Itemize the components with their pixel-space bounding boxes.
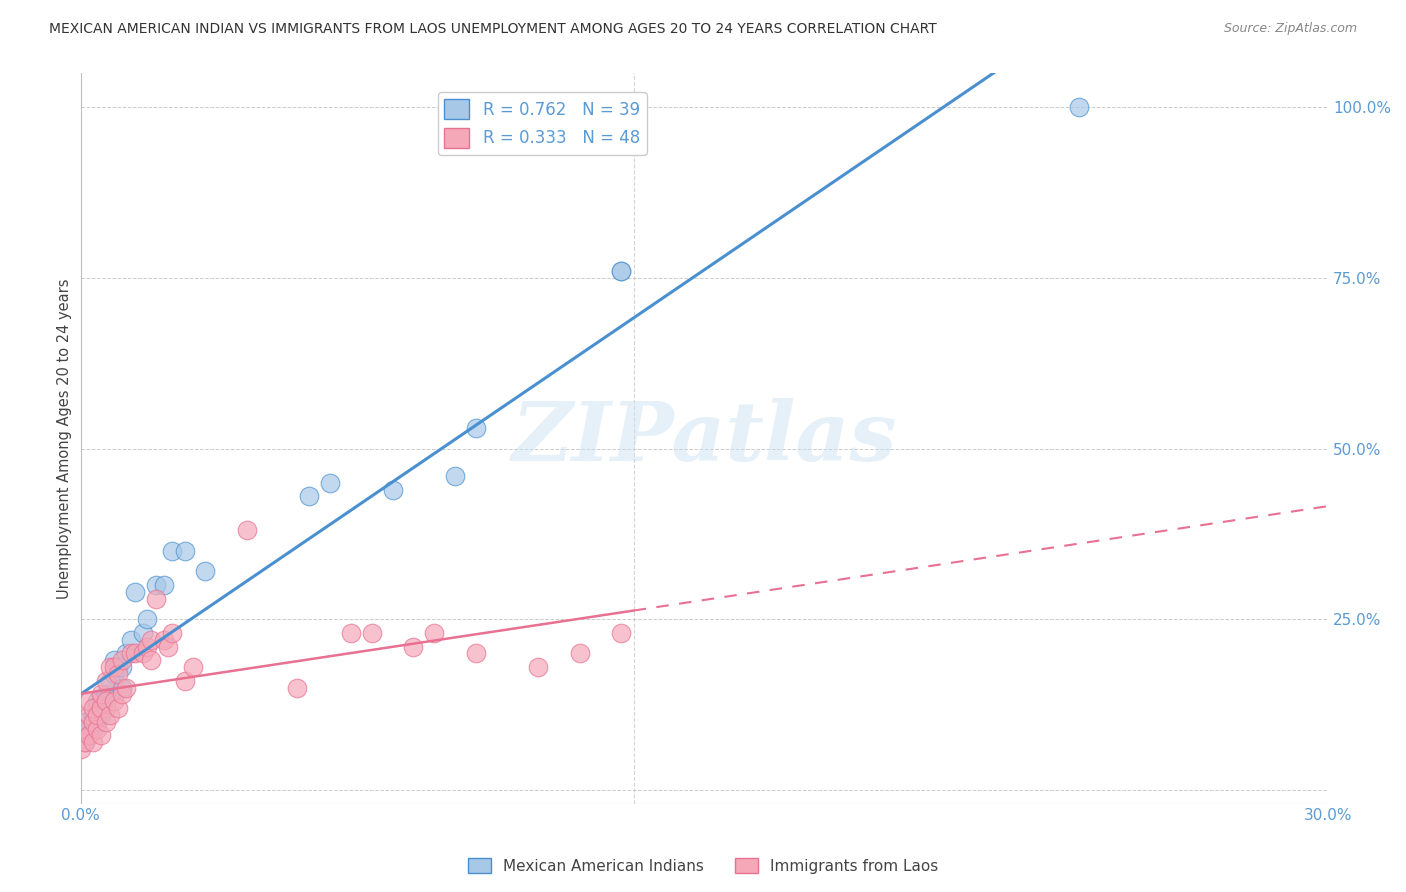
Point <box>340 626 363 640</box>
Point <box>115 681 138 695</box>
Point <box>86 707 108 722</box>
Point <box>77 707 100 722</box>
Point <box>86 694 108 708</box>
Point <box>464 421 486 435</box>
Point <box>94 673 117 688</box>
Point <box>98 673 121 688</box>
Point <box>132 647 155 661</box>
Point <box>319 475 342 490</box>
Point <box>120 632 142 647</box>
Point <box>73 735 96 749</box>
Point <box>173 544 195 558</box>
Point <box>423 626 446 640</box>
Point <box>360 626 382 640</box>
Point <box>90 701 112 715</box>
Point <box>82 714 104 729</box>
Legend: Mexican American Indians, Immigrants from Laos: Mexican American Indians, Immigrants fro… <box>463 852 943 880</box>
Point <box>94 714 117 729</box>
Point <box>120 647 142 661</box>
Text: ZIPatlas: ZIPatlas <box>512 399 897 478</box>
Point <box>103 653 125 667</box>
Point <box>298 489 321 503</box>
Point <box>77 722 100 736</box>
Point <box>160 544 183 558</box>
Point <box>90 694 112 708</box>
Point <box>90 687 112 701</box>
Point <box>132 626 155 640</box>
Point <box>103 666 125 681</box>
Point <box>402 640 425 654</box>
Point <box>153 632 176 647</box>
Point <box>82 735 104 749</box>
Point <box>73 722 96 736</box>
Point <box>160 626 183 640</box>
Point <box>103 694 125 708</box>
Point <box>1067 100 1090 114</box>
Point <box>136 640 159 654</box>
Text: Source: ZipAtlas.com: Source: ZipAtlas.com <box>1223 22 1357 36</box>
Point <box>98 707 121 722</box>
Point <box>111 681 134 695</box>
Point <box>568 647 591 661</box>
Point <box>82 707 104 722</box>
Point <box>610 264 633 278</box>
Point <box>90 728 112 742</box>
Point <box>82 714 104 729</box>
Point <box>156 640 179 654</box>
Point <box>82 722 104 736</box>
Point <box>173 673 195 688</box>
Point <box>94 701 117 715</box>
Point <box>107 701 129 715</box>
Point <box>94 687 117 701</box>
Point <box>73 735 96 749</box>
Point <box>527 660 550 674</box>
Point <box>610 264 633 278</box>
Point <box>153 578 176 592</box>
Point <box>124 585 146 599</box>
Point <box>464 647 486 661</box>
Point <box>98 687 121 701</box>
Point <box>145 591 167 606</box>
Point <box>77 694 100 708</box>
Point <box>141 632 163 647</box>
Point <box>124 647 146 661</box>
Point <box>194 565 217 579</box>
Legend: R = 0.762   N = 39, R = 0.333   N = 48: R = 0.762 N = 39, R = 0.333 N = 48 <box>437 92 647 154</box>
Point <box>86 722 108 736</box>
Point <box>610 626 633 640</box>
Y-axis label: Unemployment Among Ages 20 to 24 years: Unemployment Among Ages 20 to 24 years <box>58 278 72 599</box>
Point <box>86 714 108 729</box>
Point <box>69 742 91 756</box>
Point <box>90 707 112 722</box>
Point <box>141 653 163 667</box>
Point <box>103 660 125 674</box>
Point <box>98 660 121 674</box>
Point <box>94 694 117 708</box>
Point <box>86 701 108 715</box>
Point <box>77 728 100 742</box>
Point <box>115 647 138 661</box>
Point <box>73 714 96 729</box>
Point <box>285 681 308 695</box>
Point <box>444 468 467 483</box>
Point <box>381 483 404 497</box>
Point <box>107 666 129 681</box>
Point <box>111 660 134 674</box>
Point <box>181 660 204 674</box>
Point <box>236 524 259 538</box>
Point <box>107 660 129 674</box>
Point <box>136 612 159 626</box>
Point <box>82 701 104 715</box>
Point <box>111 653 134 667</box>
Point <box>111 687 134 701</box>
Point <box>145 578 167 592</box>
Point <box>77 728 100 742</box>
Text: MEXICAN AMERICAN INDIAN VS IMMIGRANTS FROM LAOS UNEMPLOYMENT AMONG AGES 20 TO 24: MEXICAN AMERICAN INDIAN VS IMMIGRANTS FR… <box>49 22 936 37</box>
